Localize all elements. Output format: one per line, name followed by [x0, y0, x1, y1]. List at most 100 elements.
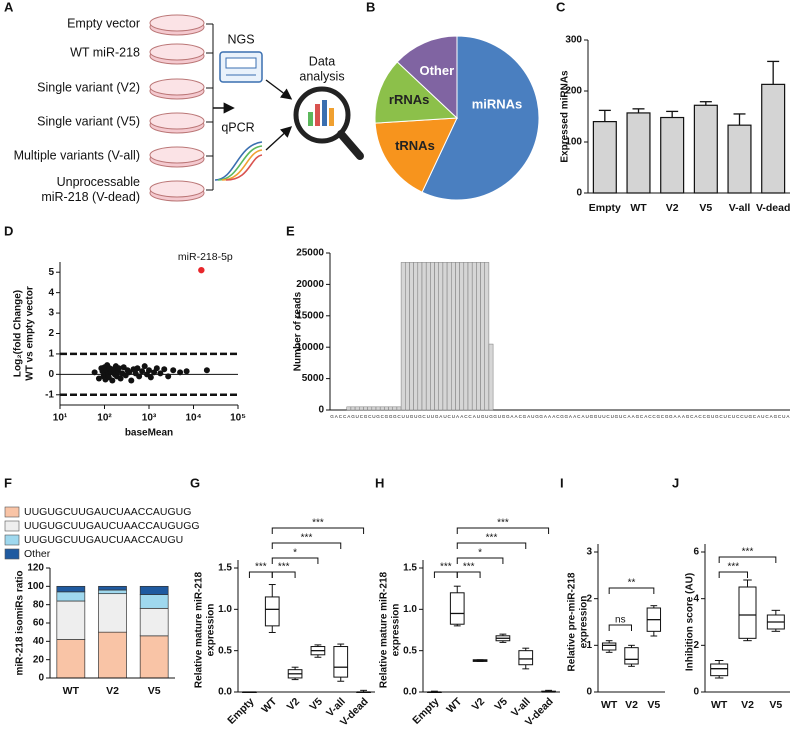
point — [153, 365, 160, 372]
point — [146, 367, 152, 374]
y-axis-label: Log₂(fold Change) — [13, 290, 24, 377]
bar — [693, 104, 718, 194]
significance-label: *** — [742, 547, 754, 558]
dish-rim — [149, 14, 205, 32]
panel-label: F — [4, 475, 12, 490]
y-tick-label: 25000 — [296, 248, 324, 259]
y-tick-label: 0 — [576, 188, 582, 199]
bar — [425, 262, 431, 411]
bar — [480, 262, 485, 411]
dish-rim — [149, 146, 205, 164]
x-tick-label: WT — [601, 699, 618, 711]
legend-swatch — [4, 506, 20, 518]
x-tick-label: U — [711, 414, 714, 419]
bar-segment — [56, 600, 86, 640]
y-tick-label: 2 — [48, 328, 54, 339]
significance-label: *** — [301, 533, 313, 544]
panel-label: G — [190, 475, 200, 490]
point — [157, 370, 164, 377]
x-tick-label: V5 — [769, 699, 782, 711]
x-tick-label: U — [431, 414, 434, 419]
bar — [727, 124, 752, 194]
x-tick-label: V2 — [666, 202, 679, 214]
x-tick-label: V5 — [148, 685, 161, 697]
x-tick-label: G — [636, 414, 640, 419]
x-tick-label: C — [397, 414, 401, 419]
significance-bracket — [271, 527, 365, 534]
x-tick-label: V2 — [106, 685, 119, 697]
method-label: NGS — [227, 32, 254, 46]
ngs-icon — [219, 51, 263, 83]
y-tick-label: -1 — [45, 389, 54, 400]
x-tick-label: C — [606, 414, 610, 419]
x-tick-label: U — [485, 414, 488, 419]
x-tick-label: U — [586, 414, 589, 419]
bar — [626, 112, 651, 194]
point — [128, 377, 135, 384]
significance-label: ns — [615, 615, 626, 626]
x-tick-label: G — [435, 414, 439, 419]
box — [738, 586, 757, 639]
sample-label: Multiple variants (V-all) — [14, 148, 140, 162]
x-tick-label: A — [473, 414, 477, 419]
panel-label: C — [556, 0, 566, 14]
x-tick-label: 10⁵ — [230, 413, 246, 424]
box — [264, 596, 280, 627]
bar — [371, 406, 377, 411]
pie-slice — [396, 35, 458, 120]
x-tick-label: 10⁴ — [185, 413, 201, 424]
significance-label: *** — [727, 562, 739, 573]
y-tick-label: 5000 — [302, 373, 325, 384]
x-tick-label: U — [452, 414, 455, 419]
panel-label: I — [560, 475, 564, 490]
slice-label: Other — [419, 63, 454, 78]
x-tick-label: C — [698, 414, 702, 419]
bar-segment — [139, 607, 169, 637]
significance-label: *** — [486, 533, 498, 544]
qpcr-curves — [214, 141, 263, 181]
significance-label: *** — [463, 562, 475, 573]
x-tick-label: G — [330, 414, 334, 419]
y-tick-label: 120 — [27, 563, 44, 574]
bar — [442, 262, 448, 411]
x-tick-label: C — [690, 414, 694, 419]
highlight-point — [198, 266, 205, 274]
x-axis-label: baseMean — [125, 428, 173, 439]
x-tick-label: U — [602, 414, 605, 419]
x-tick-label: U — [598, 414, 601, 419]
x-tick-label: U — [498, 414, 501, 419]
point — [126, 369, 133, 376]
sample-label: Single variant (V2) — [37, 80, 140, 94]
x-tick-label: G — [590, 414, 594, 419]
x-tick-label: A — [515, 414, 519, 419]
x-tick-label: C — [339, 414, 343, 419]
x-tick-label: WT — [63, 685, 80, 697]
x-tick-label: G — [418, 414, 422, 419]
legend-label: UUGUGCUUGAUCUAACCAUGU — [24, 534, 183, 546]
point — [161, 366, 168, 373]
y-tick-label: 20 — [33, 654, 45, 665]
bar — [354, 406, 360, 411]
bar — [660, 116, 685, 194]
bar-segment — [98, 589, 127, 595]
x-tick-label: A — [548, 414, 552, 419]
x-tick-label: G — [351, 414, 355, 419]
x-tick-label: C — [648, 414, 652, 419]
x-tick-label: G — [669, 414, 673, 419]
x-tick-label: G — [506, 414, 510, 419]
y-axis-label: Relative pre-miR-218 — [567, 572, 578, 671]
significance-bracket — [456, 542, 527, 549]
x-tick-label: C — [519, 414, 523, 419]
y-tick-label: 60 — [33, 618, 45, 629]
x-tick-label: G — [523, 414, 527, 419]
y-tick-label: 100 — [27, 581, 44, 592]
x-tick-label: C — [468, 414, 472, 419]
y-axis-label: expression — [391, 604, 402, 657]
x-tick-label: A — [694, 414, 698, 419]
x-tick-label: U — [427, 414, 430, 419]
x-tick-label: U — [619, 414, 622, 419]
point — [136, 373, 143, 380]
x-tick-label: C — [778, 414, 782, 419]
x-tick-label: U — [732, 414, 735, 419]
legend-label: Other — [24, 548, 51, 560]
